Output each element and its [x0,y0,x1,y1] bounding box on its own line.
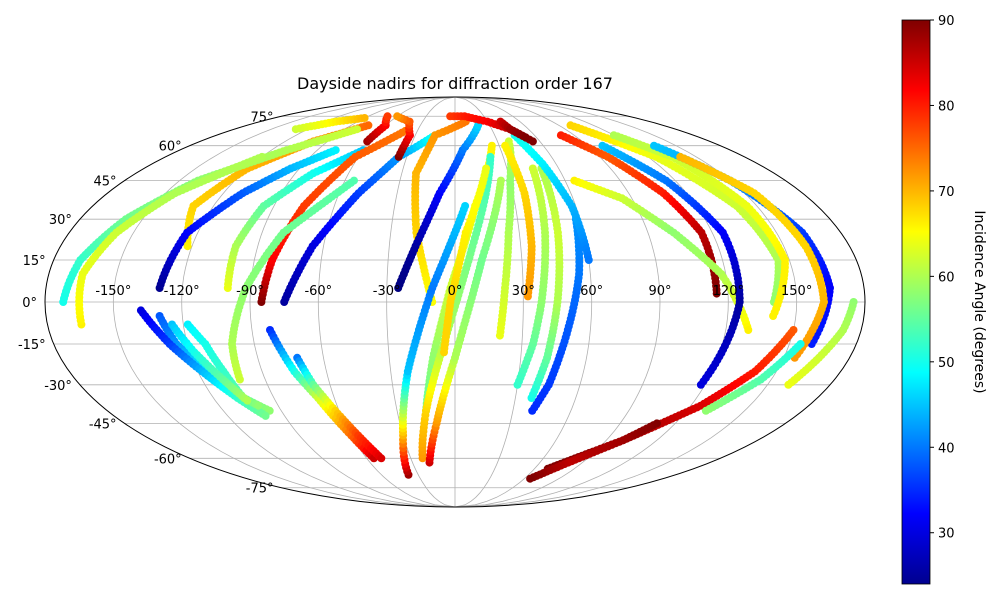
longitude-tick-label: -120° [164,284,200,299]
colorbar [901,19,931,585]
colorbar-tick-label: 60 [938,270,955,285]
chart-title: Dayside nadirs for diffraction order 167 [297,74,613,93]
nadir-point [501,141,510,150]
longitude-tick-label: 90° [648,284,671,299]
scatter-points [59,112,858,483]
nadir-point [461,202,470,210]
latitude-tick-label: -60° [154,452,182,467]
colorbar-tick-label: 30 [938,527,955,542]
nadir-point [486,152,495,161]
nadir-point [258,152,266,161]
longitude-tick-labels: -150° -120° -90° -60° -30° 0° 30° 60° 90° 120° 150… [95,284,812,299]
colorbar-label: Incidence Angle (degrees) [971,210,987,393]
nadir-point [331,146,340,155]
nadir-point [353,125,361,134]
nadir-point [528,164,537,173]
longitude-tick-label: 120° [713,284,744,299]
nadir-point [528,406,537,415]
nadir-point [360,114,369,122]
nadir-point [784,380,793,389]
longitude-tick-label: -30° [373,284,401,299]
latitude-tick-label: 75° [250,110,273,125]
longitude-tick-label: -90° [236,284,264,299]
nadir-point [744,326,753,334]
nadir-point [254,401,263,410]
colorbar-ticks: 30 40 50 60 70 80 90 [930,14,955,542]
nadir-point [769,312,778,320]
longitude-tick-label: 60° [580,284,603,299]
nadir-point [496,176,505,185]
nadir-point [482,164,491,173]
nadir-point [696,380,705,389]
nadir-point [364,121,373,130]
nadir-point [526,474,535,483]
longitude-tick-label: 0° [448,284,463,299]
nadir-point [383,112,392,121]
latitude-tick-label: -45° [89,417,117,432]
colorbar-tick-label: 70 [938,185,955,200]
latitude-tick-label: -75° [246,482,274,497]
latitude-tick-label: 60° [159,140,182,155]
nadir-point [377,454,386,463]
latitude-tick-label: -30° [44,379,72,394]
nadir-point [712,289,721,298]
latitude-tick-label: 30° [49,213,72,228]
latitude-tick-label: 45° [94,175,117,190]
longitude-tick-label: 30° [512,284,535,299]
colorbar-tick-label: 80 [938,99,955,114]
map-boundary [44,96,866,508]
latitude-tick-label: 15° [23,254,46,269]
latitude-tick-label: 0° [22,296,37,311]
nadir-point [701,406,710,415]
latitude-tick-labels: 75° 60° 45° 30° 15° 0° -15° -30° -45° -60° -75° [18,110,274,496]
nadir-point [521,133,530,142]
nadir-point [584,256,593,264]
nadir-point [243,396,252,405]
nadir-point [350,176,358,185]
longitude-tick-label: 150° [781,284,812,299]
nadir-point [528,137,537,146]
colorbar-tick-label: 90 [938,14,955,29]
colorbar-tick-label: 50 [938,356,955,371]
nadir-point [487,141,496,150]
nadir-point [261,411,270,420]
latitude-tick-label: -15° [18,338,46,353]
nadir-point [393,112,402,121]
longitude-tick-label: -60° [304,284,332,299]
colorbar-tick-label: 40 [938,441,955,456]
longitude-tick-label: -150° [95,284,131,299]
